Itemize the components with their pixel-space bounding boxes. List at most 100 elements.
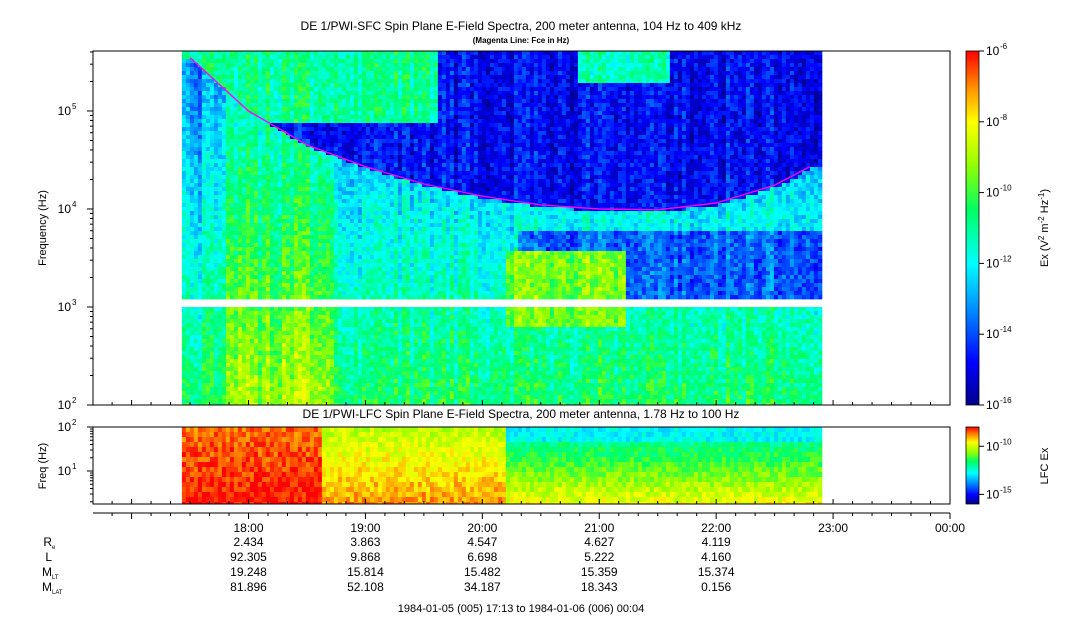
sfc-cell xyxy=(341,247,347,252)
sfc-cell xyxy=(241,171,247,176)
sfc-cell xyxy=(197,331,203,336)
sfc-cell xyxy=(401,363,407,368)
sfc-cell xyxy=(293,275,299,280)
sfc-cell xyxy=(405,51,411,56)
sfc-cell xyxy=(317,139,323,144)
sfc-cell xyxy=(309,331,315,336)
sfc-cell xyxy=(285,387,291,392)
sfc-cell xyxy=(197,267,203,272)
sfc-cell xyxy=(389,391,395,396)
sfc-cell xyxy=(189,143,195,148)
sfc-cell xyxy=(209,87,215,92)
sfc-cell xyxy=(309,67,315,72)
sfc-cell xyxy=(277,55,283,60)
sfc-cell xyxy=(389,271,395,276)
sfc-cell xyxy=(353,231,359,236)
sfc-cell xyxy=(385,255,391,260)
sfc-cell xyxy=(405,223,411,228)
sfc-cell xyxy=(297,79,303,84)
sfc-cell xyxy=(405,75,411,80)
sfc-cell xyxy=(233,199,239,204)
sfc-cell xyxy=(189,263,195,268)
sfc-cell xyxy=(389,219,395,224)
sfc-cell xyxy=(197,107,203,112)
sfc-cell xyxy=(205,251,211,256)
sfc-cell xyxy=(345,327,351,332)
sfc-cell xyxy=(373,159,379,164)
sfc-cell xyxy=(229,135,235,140)
sfc-cell xyxy=(193,379,199,384)
sfc-cell xyxy=(265,371,271,376)
sfc-cell xyxy=(209,291,215,296)
sfc-cell xyxy=(233,67,239,72)
sfc-cell xyxy=(361,239,367,244)
sfc-cell xyxy=(225,307,231,312)
sfc-cell xyxy=(185,375,191,380)
sfc-cell xyxy=(213,335,219,340)
sfc-cell xyxy=(301,107,307,112)
sfc-cell xyxy=(325,175,331,180)
sfc-cell xyxy=(225,263,231,268)
sfc-cell xyxy=(245,207,251,212)
sfc-cell xyxy=(345,331,351,336)
sfc-cell xyxy=(329,119,335,124)
sfc-cell xyxy=(281,63,287,68)
sfc-cell xyxy=(317,179,323,184)
sfc-cell xyxy=(253,307,259,312)
sfc-cell xyxy=(285,115,291,120)
sfc-cell xyxy=(321,283,327,288)
sfc-cell xyxy=(393,295,399,300)
sfc-cell xyxy=(369,159,375,164)
sfc-cell xyxy=(325,171,331,176)
sfc-cell xyxy=(297,151,303,156)
sfc-cell xyxy=(205,107,211,112)
sfc-cell xyxy=(277,359,283,364)
sfc-cell xyxy=(237,255,243,260)
sfc-cell xyxy=(245,187,251,192)
sfc-cell xyxy=(333,111,339,116)
sfc-cell xyxy=(265,179,271,184)
sfc-cell xyxy=(189,327,195,332)
sfc-cell xyxy=(293,359,299,364)
sfc-cell xyxy=(397,215,403,220)
sfc-cell xyxy=(257,135,263,140)
sfc-cell xyxy=(253,111,259,116)
sfc-cell xyxy=(189,379,195,384)
sfc-cell xyxy=(321,163,327,168)
sfc-cell xyxy=(357,191,363,196)
sfc-cell xyxy=(329,107,335,112)
sfc-cell xyxy=(289,375,295,380)
sfc-cell xyxy=(305,123,311,128)
sfc-cell xyxy=(213,239,219,244)
sfc-cell xyxy=(373,199,379,204)
sfc-cell xyxy=(217,363,223,368)
sfc-cell xyxy=(225,371,231,376)
sfc-cell xyxy=(225,243,231,248)
sfc-cell xyxy=(409,155,415,160)
sfc-cell xyxy=(313,191,319,196)
sfc-cell xyxy=(209,251,215,256)
sfc-cell xyxy=(265,231,271,236)
sfc-cell xyxy=(361,403,367,405)
sfc-cell xyxy=(325,339,331,344)
sfc-cell xyxy=(213,295,219,300)
sfc-cell xyxy=(265,279,271,284)
sfc-cell xyxy=(313,63,319,68)
sfc-cell xyxy=(301,83,307,88)
sfc-cell xyxy=(301,243,307,248)
sfc-cell xyxy=(377,367,383,372)
sfc-cell xyxy=(401,63,407,68)
sfc-cell xyxy=(305,343,311,348)
sfc-cell xyxy=(365,159,371,164)
sfc-cell xyxy=(213,135,219,140)
sfc-cell xyxy=(197,287,203,292)
sfc-cell xyxy=(325,343,331,348)
sfc-cell xyxy=(297,71,303,76)
sfc-cell xyxy=(229,319,235,324)
sfc-cell xyxy=(185,99,191,104)
sfc-cell xyxy=(385,155,391,160)
sfc-cell xyxy=(273,51,279,56)
sfc-cell xyxy=(245,71,251,76)
sfc-cell xyxy=(253,183,259,188)
sfc-cell xyxy=(401,87,407,92)
